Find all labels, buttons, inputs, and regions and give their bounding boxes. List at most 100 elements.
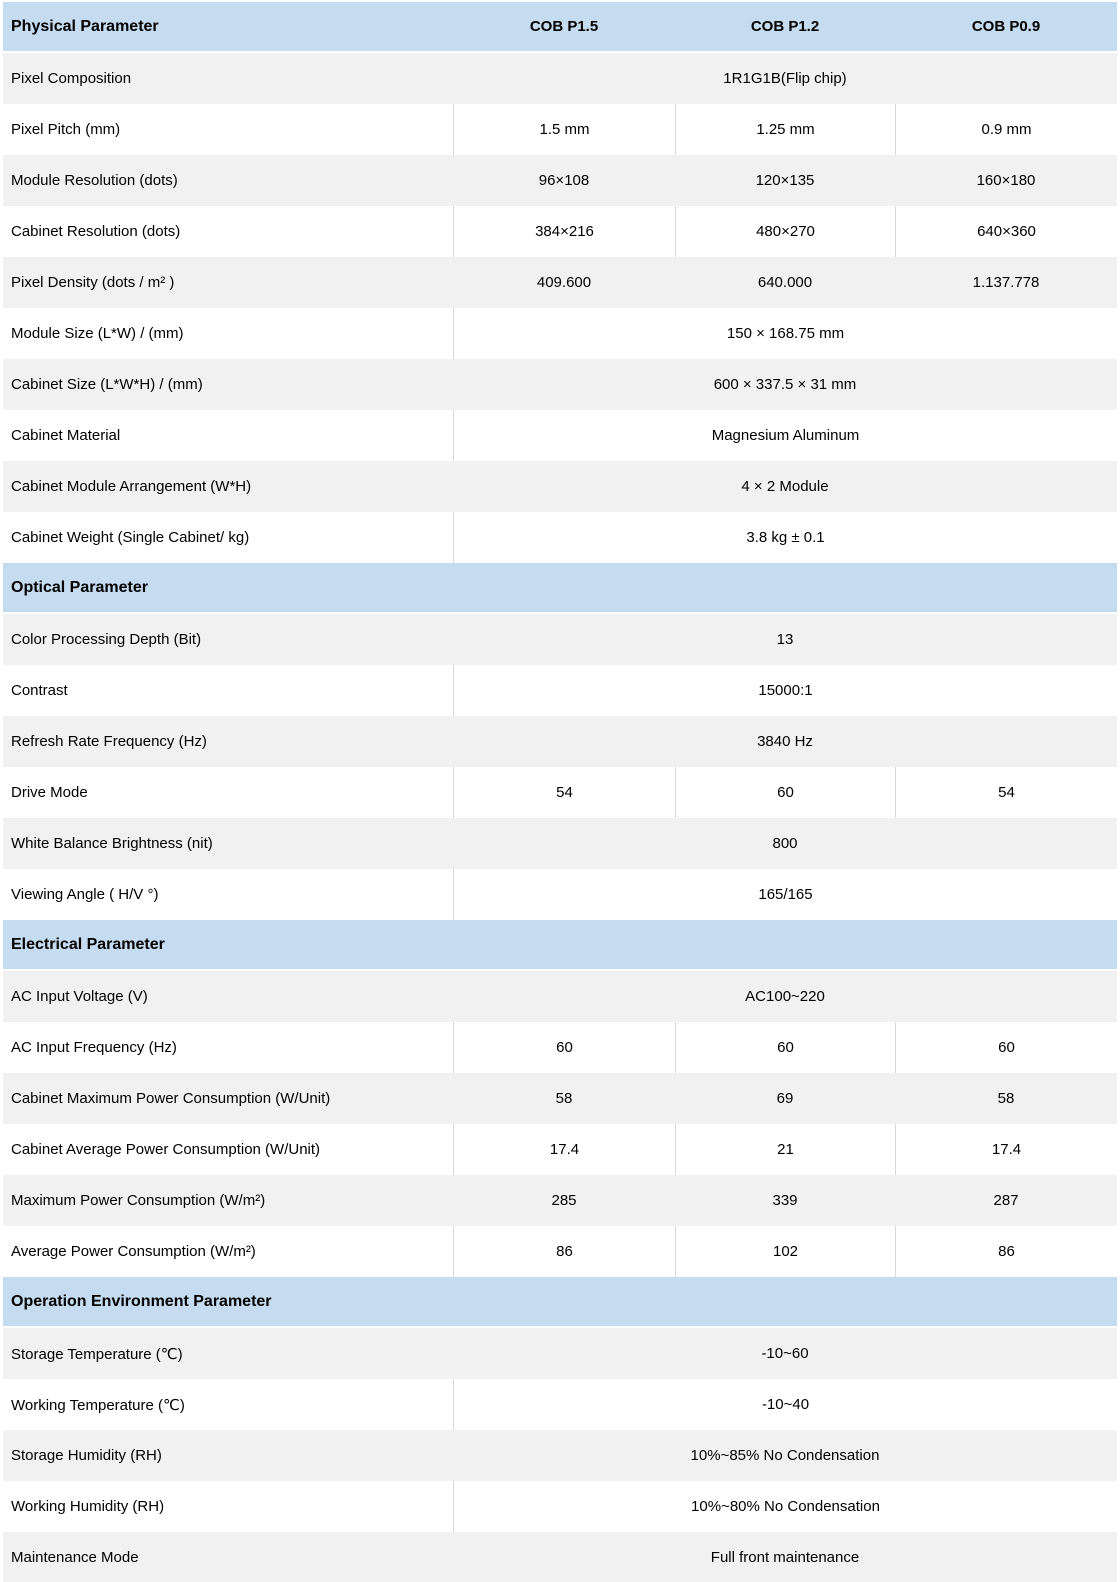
section-title-spacer xyxy=(453,920,1117,971)
param-value-merged: 3840 Hz xyxy=(453,716,1117,767)
param-label: White Balance Brightness (nit) xyxy=(3,818,453,869)
section-title: Optical Parameter xyxy=(3,563,453,614)
param-value-3: 54 xyxy=(895,767,1117,818)
param-value-3: 58 xyxy=(895,1073,1117,1124)
param-value-1: 58 xyxy=(453,1073,675,1124)
column-header-1: COB P1.5 xyxy=(453,2,675,53)
section-header-row: Electrical Parameter xyxy=(3,920,1117,971)
param-value-2: 120×135 xyxy=(675,155,895,206)
table-row: Maintenance Mode Full front maintenance xyxy=(3,1532,1117,1582)
table-row: Storage Humidity (RH) 10%~85% No Condensa… xyxy=(3,1430,1117,1481)
param-label: AC Input Frequency (Hz) xyxy=(3,1022,453,1073)
section-title: Physical Parameter xyxy=(3,2,453,53)
table-row: AC Input Frequency (Hz) 60 60 60 xyxy=(3,1022,1117,1073)
param-value-merged: 15000:1 xyxy=(453,665,1117,716)
param-value-1: 96×108 xyxy=(453,155,675,206)
param-value-3: 1.137.778 xyxy=(895,257,1117,308)
spec-table: Physical Parameter COB P1.5 COB P1.2 COB P0… xyxy=(3,2,1117,1582)
param-value-2: 339 xyxy=(675,1175,895,1226)
param-label: Cabinet Maximum Power Consumption (W/Uni… xyxy=(3,1073,453,1124)
param-label: Pixel Composition xyxy=(3,53,453,104)
param-value-1: 60 xyxy=(453,1022,675,1073)
param-label: Maximum Power Consumption (W/m²) xyxy=(3,1175,453,1226)
section-header-row: Optical Parameter xyxy=(3,563,1117,614)
param-value-merged: -10~40 xyxy=(453,1379,1117,1430)
table-row: Pixel Pitch (mm) 1.5 mm 1.25 mm 0.9 mm xyxy=(3,104,1117,155)
param-label: Refresh Rate Frequency (Hz) xyxy=(3,716,453,767)
table-row: Cabinet Module Arrangement (W*H) 4 × 2 Mo… xyxy=(3,461,1117,512)
param-value-merged: 10%~85% No Condensation xyxy=(453,1430,1117,1481)
column-header-3: COB P0.9 xyxy=(895,2,1117,53)
param-label: Cabinet Average Power Consumption (W/Uni… xyxy=(3,1124,453,1175)
param-label: Drive Mode xyxy=(3,767,453,818)
param-value-merged: 3.8 kg ± 0.1 xyxy=(453,512,1117,563)
param-value-2: 640.000 xyxy=(675,257,895,308)
column-header-2: COB P1.2 xyxy=(675,2,895,53)
param-value-3: 60 xyxy=(895,1022,1117,1073)
param-value-1: 384×216 xyxy=(453,206,675,257)
param-label: Cabinet Material xyxy=(3,410,453,461)
param-value-merged: 13 xyxy=(453,614,1117,665)
param-value-merged: 800 xyxy=(453,818,1117,869)
param-label: Working Temperature (℃) xyxy=(3,1379,453,1430)
param-label: Contrast xyxy=(3,665,453,716)
param-label: Cabinet Size (L*W*H) / (mm) xyxy=(3,359,453,410)
table-row: Cabinet Material Magnesium Aluminum xyxy=(3,410,1117,461)
table-row: Contrast 15000:1 xyxy=(3,665,1117,716)
table-row: Storage Temperature (℃) -10~60 xyxy=(3,1328,1117,1379)
spec-table-body: Physical Parameter COB P1.5 COB P1.2 COB P0… xyxy=(3,2,1117,1582)
param-value-merged: AC100~220 xyxy=(453,971,1117,1022)
param-value-1: 86 xyxy=(453,1226,675,1277)
table-row: Pixel Composition 1R1G1B(Flip chip) xyxy=(3,53,1117,104)
param-label: Storage Humidity (RH) xyxy=(3,1430,453,1481)
param-value-merged: Full front maintenance xyxy=(453,1532,1117,1582)
param-value-1: 17.4 xyxy=(453,1124,675,1175)
param-value-merged: 1R1G1B(Flip chip) xyxy=(453,53,1117,104)
param-value-2: 480×270 xyxy=(675,206,895,257)
param-value-2: 21 xyxy=(675,1124,895,1175)
param-value-3: 86 xyxy=(895,1226,1117,1277)
param-label: Module Size (L*W) / (mm) xyxy=(3,308,453,359)
table-row: Cabinet Weight (Single Cabinet/ kg) 3.8 k… xyxy=(3,512,1117,563)
table-row: Refresh Rate Frequency (Hz) 3840 Hz xyxy=(3,716,1117,767)
param-value-2: 1.25 mm xyxy=(675,104,895,155)
section-title-spacer xyxy=(453,1277,1117,1328)
section-header-row: Operation Environment Parameter xyxy=(3,1277,1117,1328)
param-label: Cabinet Module Arrangement (W*H) xyxy=(3,461,453,512)
table-row: Color Processing Depth (Bit) 13 xyxy=(3,614,1117,665)
table-row: Viewing Angle ( H/V °) 165/165 xyxy=(3,869,1117,920)
param-value-merged: -10~60 xyxy=(453,1328,1117,1379)
section-title: Operation Environment Parameter xyxy=(3,1277,453,1328)
table-row: Average Power Consumption (W/m²) 86 102 86 xyxy=(3,1226,1117,1277)
param-value-merged: 10%~80% No Condensation xyxy=(453,1481,1117,1532)
param-label: Color Processing Depth (Bit) xyxy=(3,614,453,665)
param-value-3: 0.9 mm xyxy=(895,104,1117,155)
param-value-3: 160×180 xyxy=(895,155,1117,206)
table-row: AC Input Voltage (V) AC100~220 xyxy=(3,971,1117,1022)
section-title-spacer xyxy=(453,563,1117,614)
param-value-2: 69 xyxy=(675,1073,895,1124)
param-value-3: 640×360 xyxy=(895,206,1117,257)
param-value-1: 1.5 mm xyxy=(453,104,675,155)
table-row: Module Resolution (dots) 96×108 120×135 160… xyxy=(3,155,1117,206)
param-value-1: 54 xyxy=(453,767,675,818)
param-value-2: 60 xyxy=(675,1022,895,1073)
param-value-3: 17.4 xyxy=(895,1124,1117,1175)
table-row: Cabinet Resolution (dots) 384×216 480×270 6… xyxy=(3,206,1117,257)
table-row: Cabinet Maximum Power Consumption (W/Uni… xyxy=(3,1073,1117,1124)
param-value-1: 285 xyxy=(453,1175,675,1226)
param-value-1: 409.600 xyxy=(453,257,675,308)
param-label: Cabinet Resolution (dots) xyxy=(3,206,453,257)
table-row: Maximum Power Consumption (W/m²) 285 339 28… xyxy=(3,1175,1117,1226)
table-row: Cabinet Average Power Consumption (W/Uni… xyxy=(3,1124,1117,1175)
param-label: Average Power Consumption (W/m²) xyxy=(3,1226,453,1277)
param-label: Pixel Density (dots / m² ) xyxy=(3,257,453,308)
param-label: Cabinet Weight (Single Cabinet/ kg) xyxy=(3,512,453,563)
section-title: Electrical Parameter xyxy=(3,920,453,971)
param-value-merged: Magnesium Aluminum xyxy=(453,410,1117,461)
param-value-merged: 600 × 337.5 × 31 mm xyxy=(453,359,1117,410)
table-row: Pixel Density (dots / m² ) 409.600 640.000… xyxy=(3,257,1117,308)
table-header-row: Physical Parameter COB P1.5 COB P1.2 COB P0… xyxy=(3,2,1117,53)
table-row: Working Temperature (℃) -10~40 xyxy=(3,1379,1117,1430)
